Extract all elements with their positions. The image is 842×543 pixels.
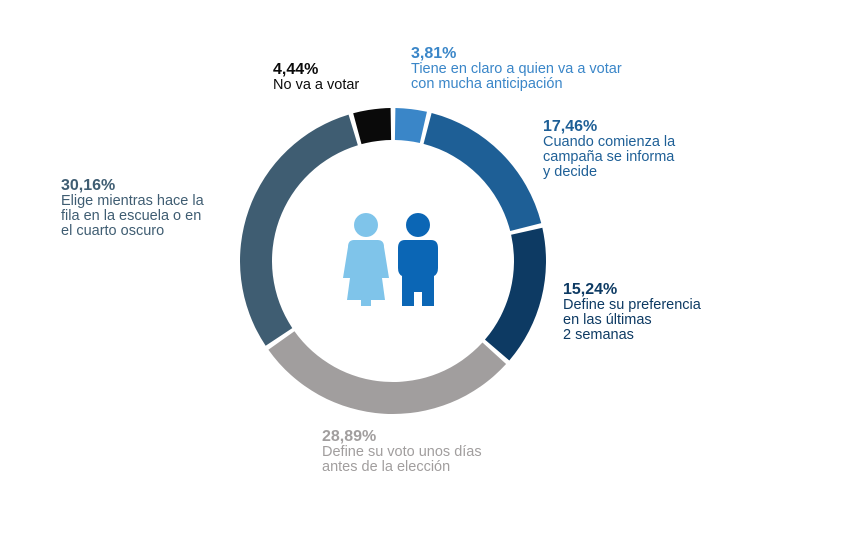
slice-3-text: Define su voto unos días antes de la ele…	[322, 444, 482, 475]
slice-0-text: Tiene en claro a quien va a votar con mu…	[411, 61, 622, 92]
slice-2-text: Define su preferencia en las últimas 2 s…	[563, 297, 701, 343]
donut-slice-5	[353, 108, 392, 145]
donut-slice-4	[240, 114, 358, 346]
label-slice-2: 15,24% Define su preferencia en las últi…	[563, 281, 701, 343]
label-slice-4: 30,16% Elige mientras hace la fila en la…	[61, 177, 204, 239]
slice-2-percent: 15,24%	[563, 281, 618, 298]
slice-1-percent: 17,46%	[543, 118, 598, 135]
slice-1-text: Cuando comienza la campaña se informa y …	[543, 134, 676, 180]
donut-slice-0	[394, 108, 427, 144]
label-slice-5: 4,44% No va a votar	[273, 61, 359, 93]
slice-4-text: Elige mientras hace la fila en la escuel…	[61, 193, 204, 239]
slice-5-percent: 4,44%	[273, 61, 319, 78]
slice-4-percent: 30,16%	[61, 177, 116, 194]
label-slice-3: 28,89% Define su voto unos días antes de…	[322, 428, 482, 475]
donut-slice-3	[268, 331, 507, 414]
slice-3-percent: 28,89%	[322, 428, 377, 445]
slice-0-percent: 3,81%	[411, 45, 457, 62]
man-icon	[398, 213, 438, 306]
woman-icon	[343, 213, 389, 306]
label-slice-1: 17,46% Cuando comienza la campaña se inf…	[543, 118, 675, 180]
slice-5-text: No va a votar	[273, 77, 360, 93]
label-slice-0: 3,81% Tiene en claro a quien va a votar …	[411, 45, 622, 92]
donut-slice-1	[423, 112, 542, 232]
donut-slice-2	[484, 227, 547, 361]
